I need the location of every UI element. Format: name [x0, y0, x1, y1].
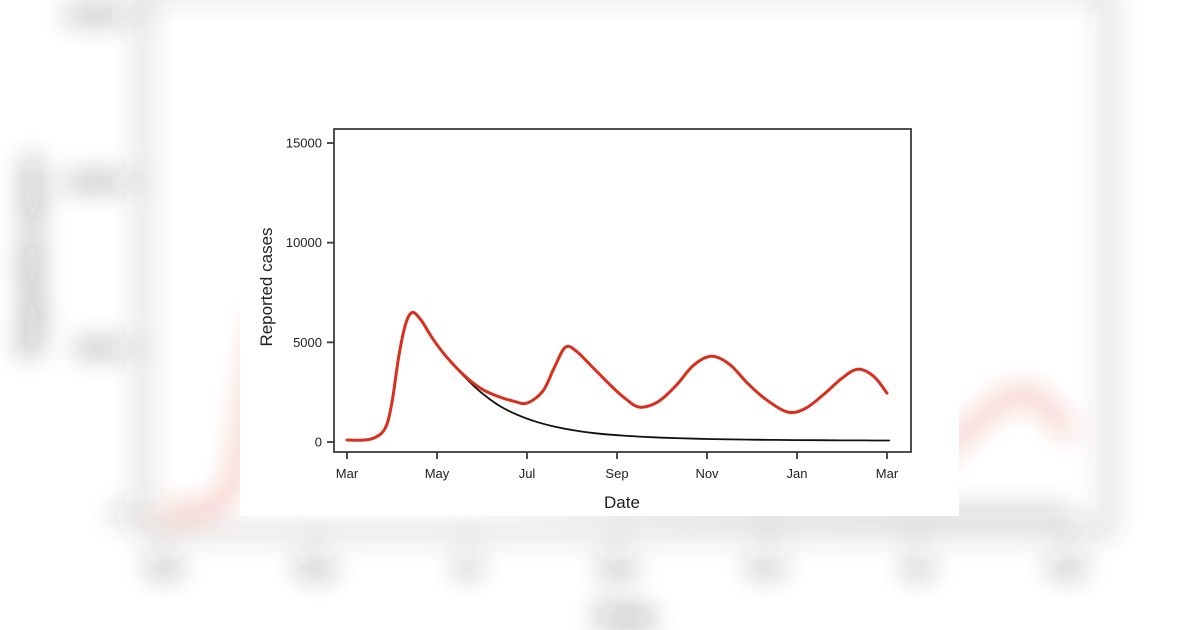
x-tick-label: Nov: [748, 555, 787, 580]
y-tick-label: 0: [111, 503, 123, 528]
x-tick-label: Jan: [787, 466, 808, 481]
y-tick-label: 10000: [286, 235, 322, 250]
plot-box: [141, 0, 1110, 534]
x-axis-title: Date: [604, 493, 640, 512]
x-tick-label: Mar: [146, 555, 183, 580]
x-tick-label: Jan: [900, 555, 935, 580]
y-tick-label: 5000: [293, 335, 322, 350]
x-tick-label: Jul: [519, 466, 536, 481]
chart-card: [240, 35, 959, 516]
x-tick-label: May: [295, 555, 336, 580]
x-tick-label: Jul: [452, 555, 480, 580]
y-axis-title: Reported cases: [257, 227, 276, 346]
y-tick-label: 5000: [75, 336, 123, 361]
y-tick-label: 10000: [63, 169, 123, 194]
x-tick-label: Mar: [1049, 555, 1086, 580]
x-tick-label: Nov: [695, 466, 719, 481]
foreground-chart: 0 5000 10000 15000 Mar May Jul Sep Nov Jan Mar Repo…: [257, 128, 912, 512]
y-tick-label: 15000: [63, 3, 123, 28]
plot-box: [333, 128, 912, 453]
x-axis-title: Date: [595, 600, 655, 630]
series-line-red-line-recurring-waves: [345, 310, 889, 442]
x-tick-label: Sep: [605, 466, 628, 481]
x-tick-label: Mar: [876, 466, 899, 481]
y-tick-label: 0: [315, 435, 322, 450]
x-tick-label: Mar: [336, 466, 359, 481]
x-tick-label: Sep: [597, 555, 636, 580]
y-axis-title: Reported cases: [15, 156, 47, 355]
y-tick-label: 15000: [286, 136, 322, 151]
x-tick-label: May: [425, 466, 450, 481]
